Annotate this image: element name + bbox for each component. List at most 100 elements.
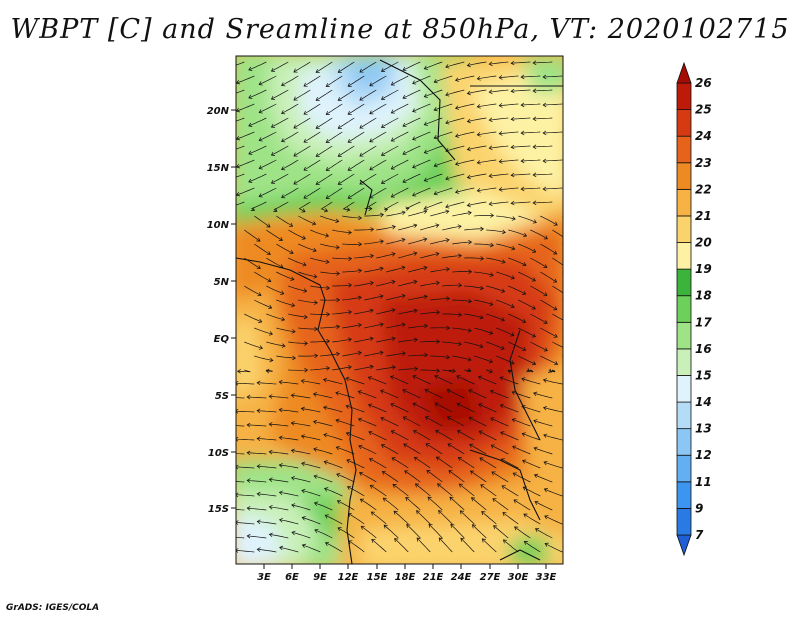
streamline bbox=[552, 229, 563, 238]
streamline bbox=[338, 173, 355, 185]
streamline-arrow bbox=[522, 346, 527, 352]
streamline bbox=[376, 309, 396, 315]
streamline bbox=[248, 173, 267, 183]
streamline-arrow bbox=[303, 82, 308, 87]
streamline bbox=[320, 326, 340, 329]
streamline-arrow bbox=[405, 206, 410, 211]
streamline bbox=[368, 376, 387, 385]
streamline-arrow bbox=[481, 511, 486, 516]
streamline-arrow bbox=[391, 336, 396, 342]
streamline bbox=[489, 145, 509, 149]
streamline-arrow bbox=[246, 533, 251, 539]
streamline bbox=[426, 470, 443, 483]
streamline bbox=[298, 355, 318, 357]
streamline bbox=[359, 145, 377, 157]
streamline-arrow bbox=[236, 520, 239, 525]
streamline-arrow bbox=[565, 293, 569, 296]
streamline-arrow bbox=[522, 459, 527, 464]
streamline bbox=[496, 299, 515, 308]
streamline bbox=[530, 229, 548, 240]
streamline-arrow bbox=[501, 259, 506, 264]
streamline bbox=[496, 327, 515, 336]
streamline bbox=[467, 117, 487, 122]
streamline bbox=[508, 341, 526, 351]
streamline-arrow bbox=[315, 180, 320, 185]
streamline-arrow bbox=[566, 320, 570, 324]
streamline-arrow bbox=[531, 305, 536, 310]
streamline bbox=[369, 75, 387, 87]
streamline bbox=[258, 131, 277, 141]
streamline-arrow bbox=[423, 209, 428, 214]
streamline-arrow bbox=[369, 253, 374, 259]
streamline bbox=[368, 404, 387, 413]
streamline bbox=[346, 432, 365, 441]
streamline-arrow bbox=[313, 501, 319, 506]
streamline-arrow bbox=[291, 530, 296, 536]
streamline-arrow bbox=[357, 295, 362, 301]
streamline bbox=[257, 548, 277, 553]
streamline-arrow bbox=[438, 537, 443, 542]
streamline bbox=[247, 480, 267, 483]
streamline-arrow bbox=[446, 354, 451, 360]
streamline bbox=[469, 444, 487, 455]
streamline-arrow bbox=[510, 304, 515, 309]
streamline bbox=[479, 457, 497, 469]
streamline bbox=[430, 239, 450, 245]
streamline bbox=[279, 409, 299, 413]
streamline-arrow bbox=[324, 487, 329, 492]
streamline bbox=[493, 525, 509, 539]
streamline bbox=[500, 377, 519, 385]
streamline bbox=[291, 394, 311, 399]
latitude-axis: 20N 15N 10N 5N EQ 5S 10S 15S bbox=[207, 106, 236, 515]
streamline bbox=[281, 159, 299, 170]
streamline-arrow bbox=[532, 219, 537, 224]
streamline bbox=[244, 313, 262, 323]
streamline bbox=[371, 511, 387, 525]
lon-label: 33E bbox=[536, 572, 557, 583]
streamline-arrow bbox=[246, 506, 251, 511]
streamline-arrow bbox=[413, 223, 418, 228]
streamline-arrow bbox=[476, 104, 481, 109]
streamline bbox=[391, 159, 409, 170]
streamline-arrow bbox=[256, 237, 261, 242]
streamline-arrow bbox=[336, 324, 341, 330]
streamline-arrow bbox=[424, 323, 428, 329]
streamline-arrow bbox=[451, 368, 456, 374]
streamline bbox=[279, 437, 299, 441]
streamline bbox=[326, 75, 343, 87]
streamline bbox=[502, 512, 519, 525]
streamline-arrow bbox=[226, 150, 230, 154]
streamline bbox=[467, 145, 487, 150]
streamline bbox=[543, 461, 563, 469]
streamline bbox=[434, 375, 453, 385]
streamline bbox=[248, 117, 267, 127]
colorbar-label: 24 bbox=[695, 129, 712, 143]
streamline bbox=[326, 159, 343, 171]
streamline-arrow bbox=[347, 138, 352, 143]
streamline bbox=[424, 389, 443, 399]
streamline bbox=[271, 145, 289, 156]
streamline-arrow bbox=[357, 322, 362, 328]
streamline bbox=[402, 145, 421, 155]
streamline bbox=[552, 341, 563, 348]
streamline-arrow bbox=[414, 483, 420, 488]
streamline bbox=[394, 538, 409, 553]
streamline-arrow bbox=[335, 391, 340, 396]
streamline bbox=[236, 89, 245, 94]
streamline-arrow bbox=[380, 416, 385, 421]
streamline-arrow bbox=[402, 150, 407, 156]
streamline bbox=[298, 201, 311, 213]
streamline bbox=[266, 369, 273, 372]
streamline bbox=[257, 438, 277, 441]
streamline-arrow bbox=[416, 510, 421, 515]
streamline-arrow bbox=[337, 124, 342, 129]
streamline-arrow bbox=[488, 61, 493, 67]
streamline-arrow bbox=[542, 158, 547, 164]
streamline-arrow bbox=[490, 417, 495, 422]
streamline bbox=[442, 341, 462, 345]
streamline-arrow bbox=[257, 292, 262, 297]
streamline bbox=[257, 493, 277, 497]
streamline-arrow bbox=[325, 82, 330, 87]
streamline bbox=[381, 145, 399, 156]
